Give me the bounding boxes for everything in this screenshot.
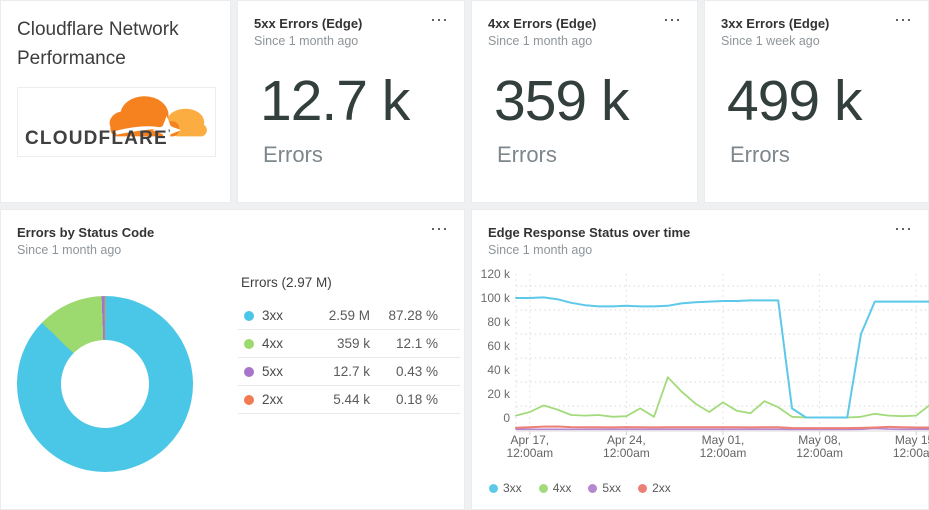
svg-text:20 k: 20 k xyxy=(487,387,511,401)
series-percent: 12.1 % xyxy=(395,336,438,351)
series-color-dot xyxy=(489,483,498,493)
card-timeframe: Since 1 week ago xyxy=(721,34,820,48)
card-menu-icon[interactable]: ⋯ xyxy=(894,219,912,239)
card-title: Errors by Status Code xyxy=(17,225,155,240)
series-color-dot xyxy=(538,483,548,493)
donut-hole xyxy=(61,340,149,428)
trademark-mark: ’ xyxy=(167,128,172,138)
stat-value: 359 k xyxy=(494,69,629,133)
series-label: 4xx xyxy=(552,481,572,495)
svg-text:40 k: 40 k xyxy=(487,363,511,377)
series-label: 4xx xyxy=(262,336,284,351)
series-value: 12.7 k xyxy=(333,364,370,379)
card-menu-icon[interactable]: ⋯ xyxy=(663,10,681,30)
series-color-dot xyxy=(244,366,254,377)
stat-unit-label: Errors xyxy=(730,142,790,167)
svg-text:120 k: 120 k xyxy=(481,267,511,281)
card-timeframe: Since 1 month ago xyxy=(488,34,593,48)
legend-item-3xx[interactable]: 3xx xyxy=(489,481,522,495)
series-value: 2.59 M xyxy=(328,308,370,323)
series-label: 5xx xyxy=(602,481,622,495)
timeseries-legend: 3xx 4xx 5xx 2xx xyxy=(489,481,671,495)
series-label: 2xx xyxy=(262,392,284,407)
series-percent: 0.18 % xyxy=(395,392,438,407)
stat-card-5xx: 5xx Errors (Edge) Since 1 month ago ⋯ 12… xyxy=(237,0,465,203)
svg-text:80 k: 80 k xyxy=(487,315,511,329)
cloudflare-logo: CLOUDFLARE’ xyxy=(17,87,216,157)
series-label: 3xx xyxy=(262,308,284,323)
status-code-donut-chart[interactable] xyxy=(17,296,193,472)
stat-unit-label: Errors xyxy=(497,142,557,167)
timeseries-line-chart[interactable]: 120 k 100 k 80 k 60 k 40 k 20 k 0 Apr 17, 12:00a… xyxy=(472,266,929,481)
series-label: 3xx xyxy=(503,481,522,495)
card-title: 5xx Errors (Edge) xyxy=(254,16,363,31)
card-timeframe: Since 1 month ago xyxy=(17,243,122,257)
legend-table-header: Errors (2.97 M) xyxy=(241,275,332,290)
series-color-dot xyxy=(244,394,254,405)
series-color-dot xyxy=(244,310,254,321)
series-color-dot xyxy=(638,483,648,493)
legend-item-5xx[interactable]: 5xx xyxy=(588,481,621,495)
svg-text:May 08,12:00am: May 08, 12:00am xyxy=(796,433,843,460)
series-label: 2xx xyxy=(652,481,671,495)
series-color-dot xyxy=(244,338,254,349)
legend-row-4xx[interactable]: 4xx 359 k 12.1 % xyxy=(238,330,460,358)
svg-text:May 15,12:00am: May 15,12:00am xyxy=(893,433,929,460)
header-card: Cloudflare Network Performance CLOUDFLAR… xyxy=(0,0,231,203)
cloudflare-wordmark: CLOUDFLARE’ xyxy=(25,128,172,149)
series-percent: 87.28 % xyxy=(388,308,438,323)
card-menu-icon[interactable]: ⋯ xyxy=(894,10,912,30)
card-title: 3xx Errors (Edge) xyxy=(721,16,830,31)
legend-item-4xx[interactable]: 4xx xyxy=(538,481,572,495)
series-color-dot xyxy=(588,483,598,493)
legend-row-5xx[interactable]: 5xx 12.7 k 0.43 % xyxy=(238,358,460,386)
series-value: 359 k xyxy=(336,336,370,351)
stat-unit-label: Errors xyxy=(263,142,323,167)
errors-by-status-card: Errors by Status Code Since 1 month ago … xyxy=(0,209,465,510)
svg-text:Apr 17,12:00am: Apr 17, 12:00am xyxy=(506,433,553,460)
series-value: 5.44 k xyxy=(333,392,370,407)
legend-row-3xx[interactable]: 3xx 2.59 M 87.28 % xyxy=(238,302,460,330)
svg-text:May 01,12:00am: May 01, 12:00am xyxy=(700,433,747,460)
svg-text:60 k: 60 k xyxy=(487,339,511,353)
svg-text:Apr 24,12:00am: Apr 24, 12:00am xyxy=(603,433,650,460)
legend-item-2xx[interactable]: 2xx xyxy=(638,481,671,495)
series-label: 5xx xyxy=(262,364,284,379)
legend-row-2xx[interactable]: 2xx 5.44 k 0.18 % xyxy=(238,386,460,414)
series-percent: 0.43 % xyxy=(395,364,438,379)
edge-response-over-time-card: Edge Response Status over time Since 1 m… xyxy=(471,209,929,510)
card-menu-icon[interactable]: ⋯ xyxy=(430,219,448,239)
stat-card-3xx: 3xx Errors (Edge) Since 1 week ago ⋯ 499… xyxy=(704,0,929,203)
stat-value: 12.7 k xyxy=(260,69,410,133)
stat-value: 499 k xyxy=(727,69,862,133)
dashboard-title: Cloudflare Network Performance xyxy=(17,19,179,69)
cloudflare-cloud-icon xyxy=(109,96,207,140)
card-timeframe: Since 1 month ago xyxy=(254,34,359,48)
card-title: 4xx Errors (Edge) xyxy=(488,16,597,31)
card-menu-icon[interactable]: ⋯ xyxy=(430,10,448,30)
card-title: Edge Response Status over time xyxy=(488,225,691,240)
svg-text:100 k: 100 k xyxy=(481,291,511,305)
card-timeframe: Since 1 month ago xyxy=(488,243,593,257)
stat-card-4xx: 4xx Errors (Edge) Since 1 month ago ⋯ 35… xyxy=(471,0,698,203)
svg-text:0: 0 xyxy=(503,411,510,425)
donut-legend-table: Errors (2.97 M) 3xx 2.59 M 87.28 % 4xx 3… xyxy=(238,270,460,414)
